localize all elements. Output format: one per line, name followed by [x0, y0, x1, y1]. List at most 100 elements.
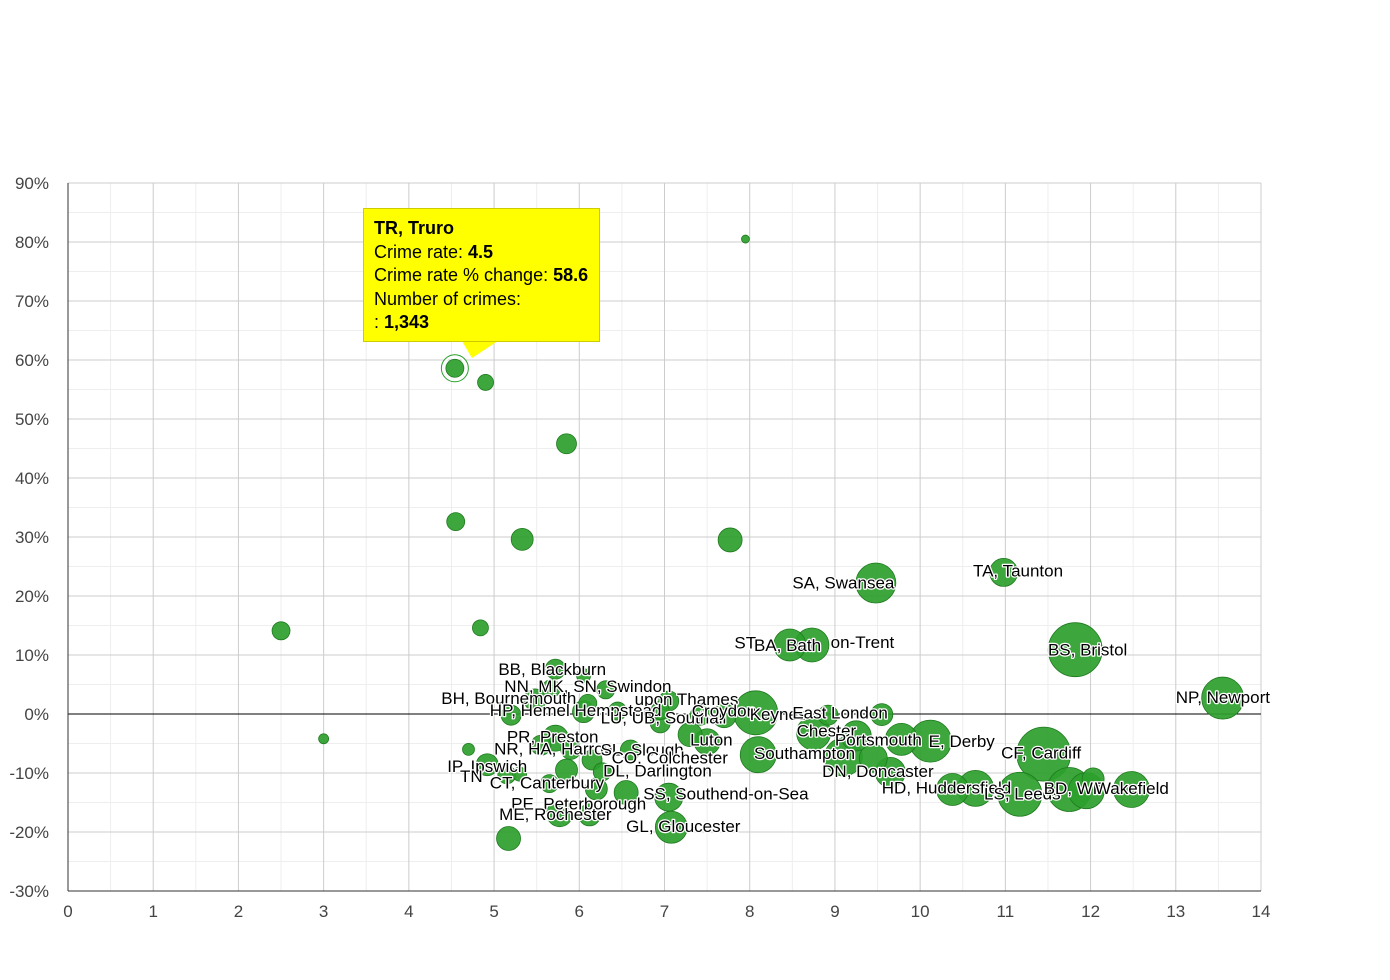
bubble-point — [711, 703, 737, 729]
bubble-label: ME, Rochester — [499, 805, 612, 824]
bubble-point — [870, 703, 894, 726]
highlight-ring-inner — [441, 355, 468, 382]
bubble-label: CT, Canterbury — [490, 773, 605, 792]
bubble-point — [717, 527, 743, 553]
bubble-point — [773, 628, 807, 662]
x-tick-label: 11 — [997, 902, 1015, 921]
bubble-point — [817, 704, 839, 726]
tooltip-count-prefix: : — [374, 312, 385, 332]
highlight-ring — [440, 354, 469, 383]
bubble-point — [446, 512, 466, 532]
x-tick-label: 8 — [745, 902, 754, 921]
bubble-label: Wakefield — [1095, 779, 1169, 798]
bubble-point — [677, 722, 703, 748]
bubble-point — [997, 771, 1043, 817]
bubble-point — [541, 679, 561, 699]
bubble-label: SA, Swansea — [792, 573, 895, 592]
y-tick-label: 50% — [15, 410, 49, 429]
x-tick-label: 1 — [148, 902, 157, 921]
y-tick-label: 80% — [15, 233, 49, 252]
bubble-point — [989, 558, 1019, 587]
bubble-label: TA, Taunton — [973, 562, 1063, 581]
bubble-point — [1113, 771, 1150, 808]
bubble-label: LS, Leeds — [984, 785, 1061, 804]
bubble-point — [620, 739, 641, 761]
bubble-label: Chester — [797, 721, 857, 740]
x-tick-label: 9 — [830, 902, 839, 921]
bubble-point — [1081, 767, 1105, 791]
bubble-point — [1201, 676, 1245, 720]
bubble-label: HD, Huddersfield — [882, 779, 1011, 798]
bubble-point — [496, 826, 521, 851]
bubble-point — [540, 774, 559, 794]
bubble-point — [650, 701, 670, 720]
bubble-point — [477, 374, 494, 391]
x-axis-ticks: 0 1 2 3 4 5 6 7 8 9 10 11 12 13 14 — [63, 902, 1270, 921]
x-tick-label: 7 — [660, 902, 669, 921]
x-tick-label: 14 — [1252, 902, 1271, 921]
bubble-point — [578, 803, 601, 827]
bubble-point — [512, 766, 528, 782]
bubble-point — [596, 680, 616, 700]
bubble-point — [475, 753, 499, 777]
bubble-point — [840, 720, 872, 752]
bubble-label: BS, Bristol — [1048, 641, 1127, 660]
tooltip-count-label: Number of crimes: — [374, 288, 522, 309]
bubble-label: DN, Doncaster — [822, 762, 934, 781]
tooltip-rate-value: 4.5 — [468, 241, 494, 262]
y-tick-label: -10% — [9, 764, 49, 783]
bubble-point — [530, 734, 552, 756]
tooltip-rate-label: Crime rate: — [374, 241, 469, 262]
bubble-point — [613, 780, 639, 805]
bubble-point — [608, 701, 628, 721]
bubble-point — [1016, 726, 1072, 782]
y-axis-ticks: 90% 80% 70% 60% 50% 40% 30% 20% 10% 0% -10% -20% -30… — [9, 174, 49, 901]
bubble-label: upon Thames — [635, 690, 739, 709]
bubble-label: IP, Ipswich — [447, 757, 527, 776]
bubble-label: CF, Cardiff — [1001, 743, 1081, 762]
y-tick-label: 30% — [15, 528, 49, 547]
bubble-point — [555, 758, 578, 782]
bubble-point — [884, 722, 918, 756]
bubble-label: CO, Colchester — [612, 749, 729, 768]
x-tick-label: 4 — [404, 902, 413, 921]
tooltip-title: TR, Truro — [374, 218, 454, 238]
tooltip-change-label: Crime rate % change: — [374, 265, 554, 285]
bubble-point — [936, 773, 969, 806]
bubble-label: SL, Slough — [601, 740, 684, 759]
y-tick-label: -30% — [9, 882, 49, 901]
y-tick-label: -20% — [9, 823, 49, 842]
x-tick-label: 5 — [489, 902, 498, 921]
bubble-point — [500, 704, 522, 726]
bubble-point — [462, 743, 475, 756]
bubble-point — [445, 358, 465, 378]
bubble-label: HP, Hemel Hempstead — [490, 701, 662, 720]
y-tick-label: 0% — [24, 705, 49, 724]
bubble-label: NP, Newport — [1176, 688, 1270, 707]
bubble-point — [739, 736, 777, 774]
bubble-label: PR, Preston — [507, 727, 599, 746]
bubble-point — [546, 800, 574, 828]
bubble-label: NR, HA, Harrow — [494, 740, 617, 759]
bubble-label: SS, Southend-on-Sea — [643, 785, 809, 804]
bubble-label: NN, MK, SN, Swindon — [504, 677, 671, 696]
tooltip-change-value: 58.6 — [553, 265, 589, 285]
bubble-point — [1047, 622, 1103, 678]
x-tick-label: 10 — [911, 902, 930, 921]
highlight-ring-outer — [440, 354, 469, 383]
bubble-point — [592, 762, 612, 782]
bubble-label: BH, Bournemouth — [441, 689, 576, 708]
bubble-label: GL, Gloucester — [626, 817, 741, 836]
bubble-label: TN — [460, 767, 483, 786]
bubble-label: DL, Darlington — [603, 762, 712, 781]
x-tick-label: 6 — [575, 902, 584, 921]
bubble-label: Luton — [690, 730, 733, 749]
x-tick-label: 13 — [1166, 902, 1185, 921]
bubble-label: PE, Peterborough — [511, 795, 646, 814]
bubble-label: on-Trent — [831, 633, 895, 652]
tooltip-arrow — [462, 341, 498, 358]
bubble-label: BA, Bath — [754, 636, 821, 655]
bubble-label: BB, Blackburn — [498, 660, 606, 679]
